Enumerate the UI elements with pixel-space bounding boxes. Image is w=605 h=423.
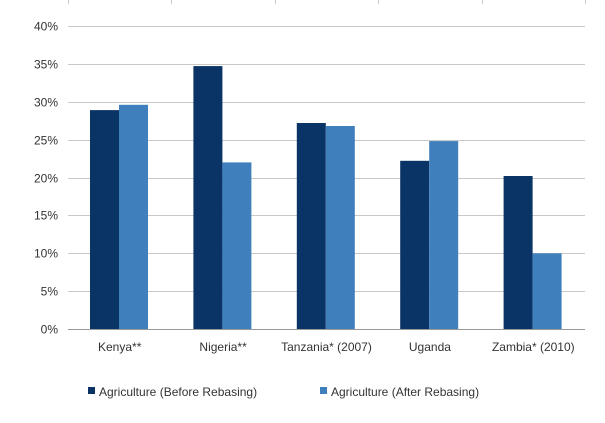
y-tick-label: 10% xyxy=(34,247,58,261)
y-tick-labels: 0% 5% 10% 15% 20% 25% 30% 35% 40% xyxy=(34,20,58,337)
x-tick-label: Nigeria** xyxy=(199,340,247,354)
y-tick-label: 5% xyxy=(41,285,59,299)
y-tick-label: 20% xyxy=(34,172,58,186)
bar-after-2 xyxy=(325,126,355,329)
y-tick-label: 35% xyxy=(34,58,58,72)
bar-before-3 xyxy=(400,160,430,329)
bars xyxy=(90,66,562,330)
y-tick-label: 0% xyxy=(41,323,59,337)
y-tick-label: 15% xyxy=(34,209,58,223)
bar-after-1 xyxy=(222,162,252,329)
y-tick-label: 40% xyxy=(34,20,58,34)
bar-after-0 xyxy=(119,104,148,329)
bar-after-3 xyxy=(429,141,459,329)
x-tick-labels: Kenya** Nigeria** Tanzania* (2007) Uganda Za… xyxy=(98,340,575,354)
bar-before-1 xyxy=(193,66,223,329)
legend-swatch-1 xyxy=(320,387,327,394)
y-tick-label: 30% xyxy=(34,96,58,110)
legend-label-1: Agriculture (After Rebasing) xyxy=(331,385,479,399)
bar-before-0 xyxy=(90,110,119,329)
bar-before-2 xyxy=(296,123,326,329)
bar-before-4 xyxy=(503,176,533,329)
x-tick-label: Zambia* (2010) xyxy=(492,340,575,354)
y-tick-label: 25% xyxy=(34,134,58,148)
legend-swatch-0 xyxy=(88,387,95,394)
legend-label-0: Agriculture (Before Rebasing) xyxy=(99,385,257,399)
x-tick-label: Kenya** xyxy=(98,340,142,354)
x-tick-label: Tanzania* (2007) xyxy=(281,340,372,354)
legend: Agriculture (Before Rebasing) Agriculture… xyxy=(88,385,479,399)
x-tick-label: Uganda xyxy=(409,340,451,354)
bar-after-4 xyxy=(532,253,562,330)
